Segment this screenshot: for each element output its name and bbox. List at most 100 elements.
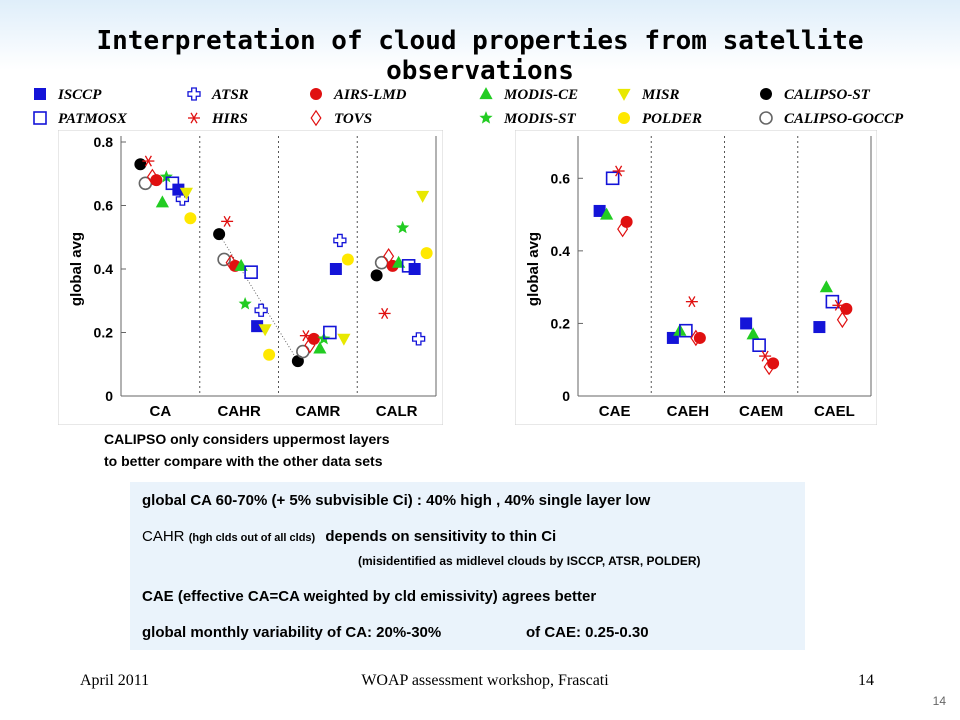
- chart1-point-calipso-st: [291, 355, 304, 368]
- chart1-y-axis-label: global avg: [68, 232, 85, 306]
- chart2-point-airs-lmd: [693, 331, 706, 344]
- note-global-ca: global CA 60-70% (+ 5% subvisible Ci) : …: [142, 492, 651, 509]
- legend-label-misr: MISR: [641, 87, 680, 103]
- chart1-point-patmosx: [323, 325, 337, 340]
- chart1-point-hirs: [221, 215, 234, 227]
- title-band: [0, 0, 960, 70]
- legend-label-patmosx: PATMOSX: [58, 111, 128, 127]
- chart2-y-tick-label: 0.4: [551, 243, 571, 259]
- chart-cloud-emissivity: 0 0.2 0.4 0.6 global avg CAE CAEH CAEM CAEL: [515, 130, 877, 425]
- chart2-y-tick-label: 0.6: [551, 170, 571, 186]
- chart1-point-airs-lmd: [150, 174, 163, 187]
- chart1-point-polder: [420, 247, 433, 260]
- legend-label-modis-st: MODIS-ST: [503, 111, 577, 127]
- chart1-point-hirs: [142, 155, 155, 167]
- chart1-point-misr: [416, 190, 430, 203]
- chart2-point-patmosx: [752, 338, 766, 352]
- chart1-point-polder: [341, 253, 354, 266]
- chart1-point-isccp: [408, 263, 421, 275]
- chart1-x-tick-label: CA: [150, 403, 172, 420]
- chart1-point-modis-st: [396, 220, 410, 234]
- legend-marker-modis-st: [479, 111, 493, 124]
- chart1-point-polder: [263, 348, 276, 361]
- chart1-y-tick-label: 0.6: [94, 198, 114, 214]
- calipso-caption: CALIPSO only considers uppermost layers …: [104, 428, 504, 472]
- legend-marker-calipso-goccp: [759, 111, 773, 125]
- chart2-x-tick-label: CAE: [599, 403, 631, 420]
- chart1-y-tick-label: 0.4: [94, 261, 114, 277]
- chart-legend: ISCCP ATSR AIRS-LMD MODIS-CE MISR CALIPSO-ST P…: [26, 80, 934, 132]
- legend-label-polder: POLDER: [642, 111, 702, 127]
- chart1-point-modis-ce: [155, 195, 169, 208]
- chart1-y-tick-label: 0.2: [94, 325, 114, 341]
- note-cae: CAE (effective CA=CA weighted by cld emi…: [142, 588, 597, 605]
- chart2-point-modis-ce: [600, 207, 614, 220]
- chart1-point-calipso-goccp: [217, 252, 231, 267]
- chart1-point-modis-st: [238, 297, 252, 310]
- chart1-point-isccp: [329, 263, 342, 275]
- caption-line-2: to better compare with the other data se…: [104, 453, 383, 469]
- chart1-point-calipso-st: [370, 269, 383, 282]
- chart2-x-tick-label: CAEL: [814, 403, 855, 420]
- legend-label-airs-lmd: AIRS-LMD: [333, 87, 407, 103]
- caption-line-1: CALIPSO only considers uppermost layers: [104, 431, 390, 447]
- chart2-point-isccp: [740, 317, 753, 330]
- chart1-point-patmosx: [244, 265, 258, 279]
- legend-label-calipso-st: CALIPSO-ST: [784, 87, 871, 103]
- chart1-x-tick-label: CALR: [376, 403, 418, 420]
- chart2-point-patmosx: [825, 294, 840, 309]
- legend-marker-atsr: [187, 87, 201, 101]
- chart2-point-isccp: [813, 321, 826, 334]
- chart1-x-tick-label: CAHR: [217, 403, 260, 420]
- chart2-y-axis-label: global avg: [525, 232, 542, 306]
- slide-number: 14: [932, 694, 946, 708]
- chart1-point-atsr: [333, 233, 347, 248]
- note-cahr-definition: (hgh clds out of all clds): [188, 532, 316, 544]
- chart2-point-airs-lmd: [767, 357, 780, 370]
- chart1-point-misr: [179, 187, 193, 200]
- legend-marker-polder: [618, 112, 630, 124]
- chart2-point-airs-lmd: [840, 302, 853, 315]
- chart1-y-tick-label: 0: [105, 388, 113, 404]
- chart1-point-atsr: [411, 332, 426, 346]
- chart2-frame: [515, 130, 877, 425]
- note-cahr-sensitivity: depends on sensitivity to thin Ci: [325, 528, 557, 545]
- notes-box: global CA 60-70% (+ 5% subvisible Ci) : …: [130, 482, 805, 650]
- legend-label-modis-ce: MODIS-CE: [503, 87, 578, 103]
- chart1-point-calipso-st: [134, 158, 147, 171]
- chart2-point-tovs: [836, 311, 848, 329]
- calipso-st-guide-line: [218, 233, 299, 362]
- chart2-point-hirs: [759, 350, 772, 362]
- legend-marker-isccp: [34, 88, 46, 100]
- legend-label-calipso-goccp: CALIPSO-GOCCP: [784, 111, 904, 127]
- chart1-point-modis-ce: [313, 341, 327, 354]
- chart1-point-atsr: [175, 192, 190, 206]
- note-variability-cae: of CAE: 0.25-0.30: [526, 624, 649, 641]
- note-cahr-label: CAHR: [142, 528, 185, 545]
- legend-marker-modis-ce: [479, 87, 493, 100]
- chart1-point-airs-lmd: [307, 332, 320, 345]
- page-title: Interpretation of cloud properties from …: [96, 26, 864, 86]
- legend-label-hirs: HIRS: [211, 111, 248, 127]
- chart1-point-atsr: [254, 303, 268, 317]
- legend-background: [26, 80, 934, 132]
- chart1-point-polder: [184, 212, 197, 225]
- chart2-x-tick-label: CAEM: [739, 403, 783, 420]
- legend-marker-calipso-st: [760, 88, 772, 100]
- legend-marker-hirs: [188, 112, 200, 124]
- chart1-point-calipso-st: [213, 228, 226, 241]
- chart1-point-misr: [258, 324, 272, 337]
- chart2-point-airs-lmd: [620, 215, 633, 228]
- chart2-x-tick-label: CAEH: [667, 403, 710, 420]
- legend-marker-misr: [617, 88, 631, 101]
- chart1-point-modis-st: [159, 170, 173, 183]
- legend-label-tovs: TOVS: [334, 111, 372, 127]
- footer-page-number: 14: [858, 672, 874, 689]
- chart1-point-misr: [337, 333, 351, 346]
- chart1-point-hirs: [378, 307, 391, 319]
- chart1-point-isccp: [251, 320, 264, 333]
- chart2-y-tick-label: 0: [562, 388, 570, 404]
- legend-marker-patmosx: [33, 111, 47, 125]
- chart2-point-modis-ce: [746, 327, 760, 340]
- chart1-y-tick-label: 0.8: [94, 134, 114, 150]
